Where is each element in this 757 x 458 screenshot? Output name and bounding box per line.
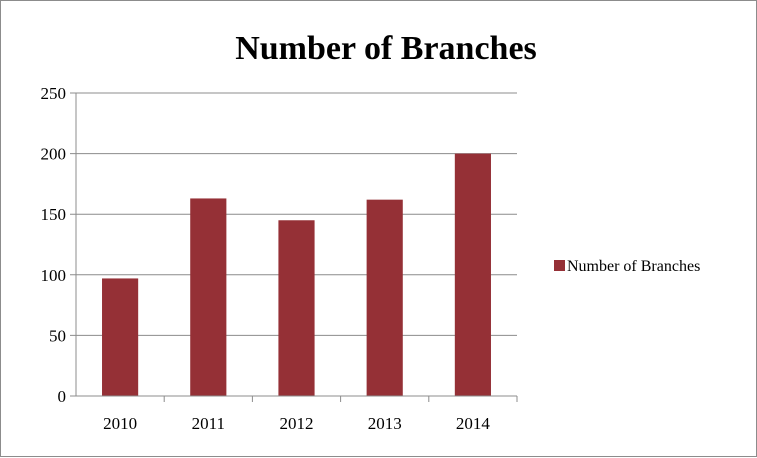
- chart-title: Number of Branches: [235, 30, 537, 67]
- x-axis-ticks: 2010 2011 2012 2013 2014: [103, 414, 490, 433]
- y-tick-label: 0: [58, 387, 67, 406]
- gridlines: [70, 92, 517, 336]
- bar: [190, 198, 227, 396]
- y-tick-label: 50: [49, 326, 66, 345]
- bar: [278, 220, 315, 396]
- x-tick-label: 2011: [192, 414, 225, 433]
- y-tick-label: 250: [41, 84, 67, 103]
- bar: [102, 278, 139, 396]
- legend: Number of Branches: [554, 258, 700, 275]
- x-tick-label: 2014: [456, 414, 491, 433]
- bar: [454, 153, 491, 396]
- bar: [366, 199, 403, 396]
- x-tick-label: 2010: [103, 414, 137, 433]
- legend-swatch: [554, 260, 565, 271]
- legend-label: Number of Branches: [567, 258, 700, 275]
- y-axis-ticks: 0 50 100 150 200 250: [41, 84, 67, 406]
- y-tick-label: 100: [41, 266, 67, 285]
- axes: [70, 93, 518, 402]
- x-tick-label: 2013: [368, 414, 402, 433]
- bars: [102, 153, 491, 396]
- x-tick-label: 2012: [280, 414, 314, 433]
- y-tick-label: 200: [41, 145, 67, 164]
- y-tick-label: 150: [41, 205, 67, 224]
